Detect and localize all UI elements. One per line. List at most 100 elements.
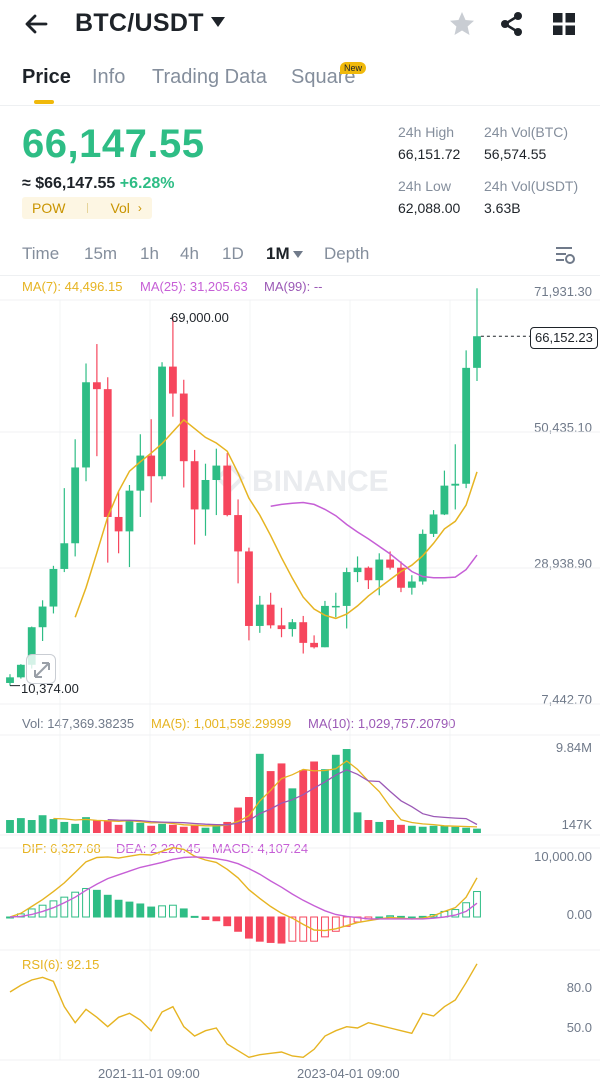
- tab-info[interactable]: Info: [92, 66, 126, 88]
- price-axis-top: 71,931.30: [534, 284, 592, 299]
- macd-bar: [429, 914, 438, 918]
- volume-bar: [27, 820, 36, 833]
- price-annotations: [10, 317, 530, 687]
- candle-body: [103, 389, 112, 517]
- candles: [6, 288, 481, 686]
- macd-bar: [103, 894, 112, 918]
- chart-grid: [0, 299, 600, 1061]
- low-value: 62,088.00: [398, 200, 461, 216]
- candle-body: [266, 604, 275, 626]
- candle-body: [6, 677, 14, 683]
- volume-bar: [418, 826, 427, 833]
- tab-price[interactable]: Price: [22, 66, 71, 88]
- grid-menu-icon[interactable]: [550, 10, 578, 38]
- high-label: 24h High: [398, 124, 455, 140]
- candle-body: [440, 485, 449, 515]
- candle-body: [136, 455, 145, 491]
- time-label-2: 2023-04-01 09:00: [297, 1066, 400, 1081]
- macd-bar: [38, 904, 47, 918]
- volume-bar: [179, 826, 188, 833]
- price-change: +6.28%: [119, 175, 175, 192]
- min-price-label: 10,374.00: [21, 681, 79, 696]
- volume-bar: [397, 824, 405, 833]
- ma99-legend: MA(99): --: [264, 279, 323, 294]
- vol-btc-value: 56,574.55: [484, 146, 547, 162]
- rsi6-line: [9, 963, 478, 1059]
- macd-histogram: [6, 887, 481, 944]
- macd-bar: [168, 904, 177, 918]
- candle-body: [245, 551, 253, 626]
- low-label: 24h Low: [398, 178, 451, 194]
- candle-body: [147, 455, 156, 477]
- tf-15m[interactable]: 15m: [84, 244, 118, 263]
- tag-box[interactable]: POW Vol ›: [22, 197, 152, 219]
- dif-line: [9, 846, 478, 932]
- candle-body: [223, 465, 232, 516]
- candle-body: [168, 366, 177, 394]
- tf-1d[interactable]: 1D: [222, 244, 244, 263]
- rsi-legend: RSI(6): 92.15: [22, 957, 100, 972]
- candle-body: [462, 367, 471, 484]
- candle-body: [158, 366, 166, 477]
- candle-body: [201, 479, 210, 510]
- volume-bar: [38, 815, 47, 833]
- ma25-legend: MA(25): 31,205.63: [140, 279, 248, 294]
- binance-watermark: BINANCE: [252, 465, 389, 498]
- macd-bar: [310, 916, 319, 942]
- chart-settings-icon[interactable]: [554, 244, 576, 266]
- volume-ma5-line: [53, 760, 478, 828]
- pair-title[interactable]: BTC/USDT: [75, 9, 204, 37]
- tag-pow[interactable]: POW: [32, 200, 66, 216]
- macd-bar: [364, 916, 373, 920]
- timeframe-bar: Time 15m 1h 4h 1D 1M Depth: [0, 236, 600, 276]
- back-arrow-icon[interactable]: [22, 10, 50, 38]
- share-icon[interactable]: [498, 10, 526, 38]
- volume-bar: [386, 820, 395, 833]
- tab-trading-data[interactable]: Trading Data: [152, 66, 267, 88]
- vol-ma5-legend: MA(5): 1,001,598.29999: [151, 716, 292, 731]
- tf-4h[interactable]: 4h: [180, 244, 199, 263]
- macd-bar: [82, 887, 90, 918]
- price-axis-mid1: 50,435.10: [534, 420, 592, 435]
- candle-body: [375, 559, 384, 581]
- current-price-value: 66,152.23: [535, 330, 593, 345]
- macd-bar: [386, 915, 395, 918]
- caret-down-icon[interactable]: [210, 16, 226, 28]
- volume-bar: [234, 807, 242, 833]
- star-icon[interactable]: [448, 10, 476, 38]
- tf-depth[interactable]: Depth: [324, 244, 370, 263]
- tag-vol[interactable]: Vol: [110, 200, 130, 216]
- volume-bar: [331, 754, 340, 833]
- tag-divider: [87, 203, 89, 213]
- candle-body: [212, 465, 221, 480]
- macd-bar: [473, 891, 481, 918]
- volume-bar: [147, 825, 156, 833]
- macd-bar: [60, 896, 69, 918]
- chevron-right-icon: ›: [137, 201, 142, 215]
- macd-bar: [114, 899, 123, 918]
- macd-bar: [201, 916, 210, 920]
- macd-bar: [92, 889, 101, 918]
- expand-chart-button[interactable]: [26, 654, 56, 684]
- tab-square[interactable]: Square: [291, 66, 356, 88]
- tf-1h[interactable]: 1h: [140, 244, 159, 263]
- tf-time[interactable]: Time: [22, 244, 60, 263]
- macd-bar: [353, 916, 362, 923]
- rsi-line: [9, 963, 478, 1059]
- macd-bar: [451, 909, 460, 918]
- volume-bar: [462, 827, 471, 833]
- volume-bar: [212, 824, 221, 833]
- candle-body: [386, 559, 395, 568]
- macd-bar: [27, 908, 36, 918]
- candle-body: [179, 393, 188, 462]
- tf-1m[interactable]: 1M: [266, 244, 290, 263]
- macd-bar: [245, 916, 253, 939]
- volume-bar: [375, 821, 384, 833]
- macd-axis-zero: 0.00: [566, 907, 592, 922]
- macd-bar: [223, 916, 232, 927]
- macd-bar: [158, 905, 166, 918]
- candle-body: [429, 514, 438, 534]
- volume-bar: [321, 769, 329, 833]
- volume-bar: [310, 761, 319, 833]
- candle-body: [277, 625, 286, 630]
